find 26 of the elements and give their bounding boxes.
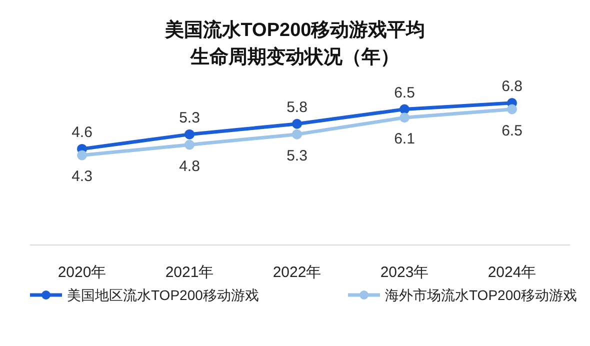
data-label: 4.6 <box>72 124 92 141</box>
point <box>292 129 302 140</box>
point <box>184 140 194 150</box>
legend-label: 美国地区流水TOP200移动游戏 <box>67 287 259 303</box>
x-tick-label: 2023年 <box>380 264 429 281</box>
data-label: 5.3 <box>286 147 308 164</box>
data-label: 5.3 <box>179 109 200 126</box>
data-label: 6.5 <box>394 84 415 102</box>
point <box>77 150 87 160</box>
data-label: 4.3 <box>72 168 92 186</box>
x-tick-label: 2024年 <box>488 264 536 281</box>
chart-title: 美国流水TOP200移动游戏平均生命周期变动状况（年） <box>164 19 426 68</box>
data-label: 6.1 <box>394 130 415 148</box>
data-label: 4.8 <box>179 158 200 175</box>
legend-label: 海外市场流水TOP200移动游戏 <box>385 287 577 303</box>
data-label: 5.8 <box>286 98 308 116</box>
point <box>292 118 302 129</box>
point <box>184 129 194 140</box>
data-label: 6.5 <box>502 122 522 140</box>
x-tick-label: 2022年 <box>272 264 322 281</box>
x-tick-label: 2020年 <box>58 264 106 281</box>
data-label: 6.8 <box>502 78 522 95</box>
point <box>400 104 410 114</box>
point <box>400 112 410 123</box>
x-tick-label: 2021年 <box>165 264 214 281</box>
point <box>507 104 517 114</box>
